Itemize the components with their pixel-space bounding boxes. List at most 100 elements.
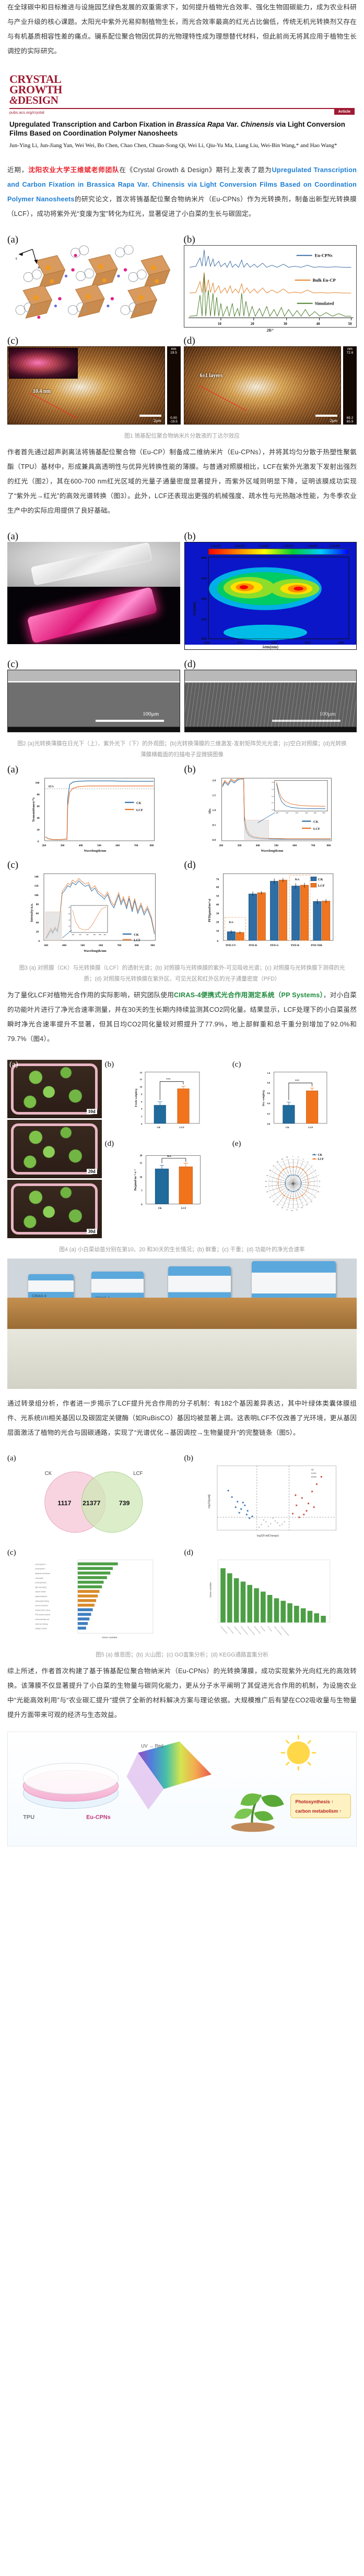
plant-illustration <box>231 1735 316 1832</box>
svg-text:800: 800 <box>326 844 331 848</box>
svg-text:1.5: 1.5 <box>212 794 216 797</box>
lightquality-ylabel: Intensity/a.u. <box>30 903 34 922</box>
svg-text:2.8x10⁷: 2.8x10⁷ <box>234 545 245 548</box>
svg-text:0.5: 0.5 <box>212 824 216 827</box>
pxrd-xtick-30: 30 <box>283 322 287 326</box>
svg-text:10: 10 <box>139 1086 142 1089</box>
svg-text:3.5x10⁷: 3.5x10⁷ <box>210 545 221 548</box>
absorption-legend-lcf: LCF <box>313 827 320 831</box>
svg-text:21: 21 <box>269 1196 271 1198</box>
fig2-label-b: (b) <box>184 531 196 542</box>
fig1-label-d: (d) <box>183 335 195 346</box>
svg-text:250: 250 <box>201 618 206 622</box>
pxrd-xaxis-label: 2θ/° <box>266 328 274 333</box>
pfd-ns-uv: n.s. <box>229 921 234 924</box>
sem-scale-text-c: 100μm <box>143 710 159 717</box>
svg-text:chloroplast: chloroplast <box>35 1577 43 1579</box>
svg-text:5: 5 <box>141 1190 143 1192</box>
plant-photo-20d: 20d <box>7 1120 102 1178</box>
svg-text:ribulose-bisP carbox.: ribulose-bisP carbox. <box>35 1609 51 1611</box>
svg-text:300: 300 <box>44 944 48 947</box>
svg-text:CK: CK <box>158 1207 161 1210</box>
venn-left-count: 1117 <box>57 1499 71 1507</box>
afm-image-c: 10.4 nm 2μm <box>7 346 165 425</box>
svg-text:6: 6 <box>315 1169 316 1171</box>
afm-colorbar-c: nm 19.5 0.00 -19.5 <box>167 346 181 425</box>
volcano-ylabel: -log10(padj) <box>207 1494 210 1509</box>
svg-text:30: 30 <box>216 912 219 915</box>
figure-2: (a) (b) <box>7 531 357 732</box>
svg-text:60: 60 <box>68 913 71 915</box>
svg-text:800: 800 <box>135 944 139 947</box>
svg-text:340: 340 <box>86 934 89 936</box>
afm-scalebar-d <box>315 415 337 417</box>
svg-text:20: 20 <box>68 925 71 927</box>
afm-scale-text-c: 2μm <box>153 418 161 423</box>
axis-c-label: c <box>16 257 17 261</box>
svg-text:carbon fixation: carbon fixation <box>35 1591 46 1593</box>
paper-title-link[interactable]: Upregulated Transcription and Carbon Fix… <box>7 166 357 203</box>
cbar-max-d: 72.6 <box>346 351 354 355</box>
fig1-panel-c: (c) 10.4 nm 2μm nm 19.5 0.00 <box>7 336 181 425</box>
absorption-ylabel: Abs <box>208 808 212 814</box>
svg-text:17: 17 <box>286 1209 288 1211</box>
fig1-label-c: (c) <box>7 335 19 346</box>
svg-text:140: 140 <box>34 876 39 879</box>
intro-paragraph: 在全球碳中和目标推进与设施园艺绿色发展的双重需求下，如何提升植物光合效率、强化生… <box>7 4 357 55</box>
afm-layers-label-d: 6±1 layers <box>199 373 222 379</box>
sem-scalebar-c <box>95 720 164 722</box>
svg-text:80: 80 <box>36 903 39 906</box>
absorption-chart: 0.40.30.2 0.10.0 300 320 340 360 380 400 CK … <box>208 778 332 853</box>
svg-text:19: 19 <box>277 1204 279 1206</box>
pfd-bar-chart: n.s. n.s. CK LCF 0 10 20 30 40 50 60 70 PFD-U… <box>208 873 333 947</box>
svg-text:4: 4 <box>141 1108 143 1110</box>
afm-scalebar-c <box>139 415 161 417</box>
svg-text:20: 20 <box>273 1200 275 1202</box>
svg-text:700: 700 <box>134 844 138 848</box>
body-paragraph-4: 综上所述，作者首次构建了基于铕基配位聚合物纳米片（Eu-CPNs）的光转换薄膜，… <box>7 1667 357 1719</box>
abstract-highlight-2: carbon metabolism ↑ <box>296 1809 342 1814</box>
svg-text:400: 400 <box>103 934 106 936</box>
svg-text:electron transport: electron transport <box>35 1605 48 1607</box>
svg-text:PFD-G: PFD-G <box>270 944 278 947</box>
svg-text:1: 1 <box>292 1155 293 1157</box>
dry-weight-significance: *** <box>295 1080 300 1083</box>
svg-text:plastid thylakoid: plastid thylakoid <box>35 1595 47 1598</box>
svg-text:0.1: 0.1 <box>272 802 274 804</box>
polar-legend-lcf: LCF <box>318 1158 324 1161</box>
cbar-min-c: -19.5 <box>170 420 178 424</box>
svg-text:40: 40 <box>68 919 71 921</box>
cbar-min-d: 65.9 <box>346 420 354 424</box>
go-enrichment-chart: photosystem II photosystem I thylakoid me… <box>35 1559 154 1639</box>
svg-text:12: 12 <box>139 1078 142 1081</box>
article-page: 在全球碳中和目标推进与设施园艺绿色发展的双重需求下，如何提升植物光合效率、强化生… <box>7 4 357 1846</box>
lightquality-legend-ck: CK <box>134 933 139 937</box>
svg-text:80: 80 <box>68 906 71 909</box>
figure-5: (a) 1117 21377 739 CK LCF (b) <box>7 1454 357 1643</box>
svg-text:400: 400 <box>79 844 83 848</box>
svg-text:0.2: 0.2 <box>267 1112 270 1115</box>
lead-paragraph: 近期，沈阳农业大学王维斌老师团队在《Crystal Growth & Desig… <box>7 163 357 221</box>
svg-text:600: 600 <box>115 844 120 848</box>
svg-text:300: 300 <box>201 597 206 601</box>
sem-image-lcf: 100μm <box>184 670 357 732</box>
film-stack-illustration: TPU Eu-CPNs <box>22 1762 119 1820</box>
fig1-panel-b: (b) Eu-CPNs Bulk Eu-CP Simulated <box>183 235 357 333</box>
pfd-ns-r: n.s. <box>295 877 300 881</box>
fig3-label-d: (d) <box>184 860 196 870</box>
fig2-panel-d: (d) 100μm <box>184 659 357 732</box>
afm-colorbar-d: nm 72.6 69.2 65.9 <box>343 346 357 425</box>
abstract-highlight-box: Photosynthesis ↑ carbon metabolism ↑ <box>290 1794 351 1818</box>
fresh-weight-ylabel: Fresh weight/g <box>135 1089 138 1107</box>
svg-text:300: 300 <box>61 844 65 848</box>
svg-text:625: 625 <box>304 641 310 645</box>
uv-red-note: UV → Red <box>141 1744 163 1749</box>
svg-text:18: 18 <box>281 1207 283 1209</box>
svg-text:300: 300 <box>237 844 241 848</box>
svg-text:photosystem II: photosystem II <box>35 1563 46 1565</box>
svg-text:40: 40 <box>37 817 40 820</box>
fig4-label-d: (d) <box>104 1140 114 1148</box>
svg-text:20: 20 <box>37 829 40 832</box>
svg-text:PFD-UV: PFD-UV <box>226 944 236 947</box>
